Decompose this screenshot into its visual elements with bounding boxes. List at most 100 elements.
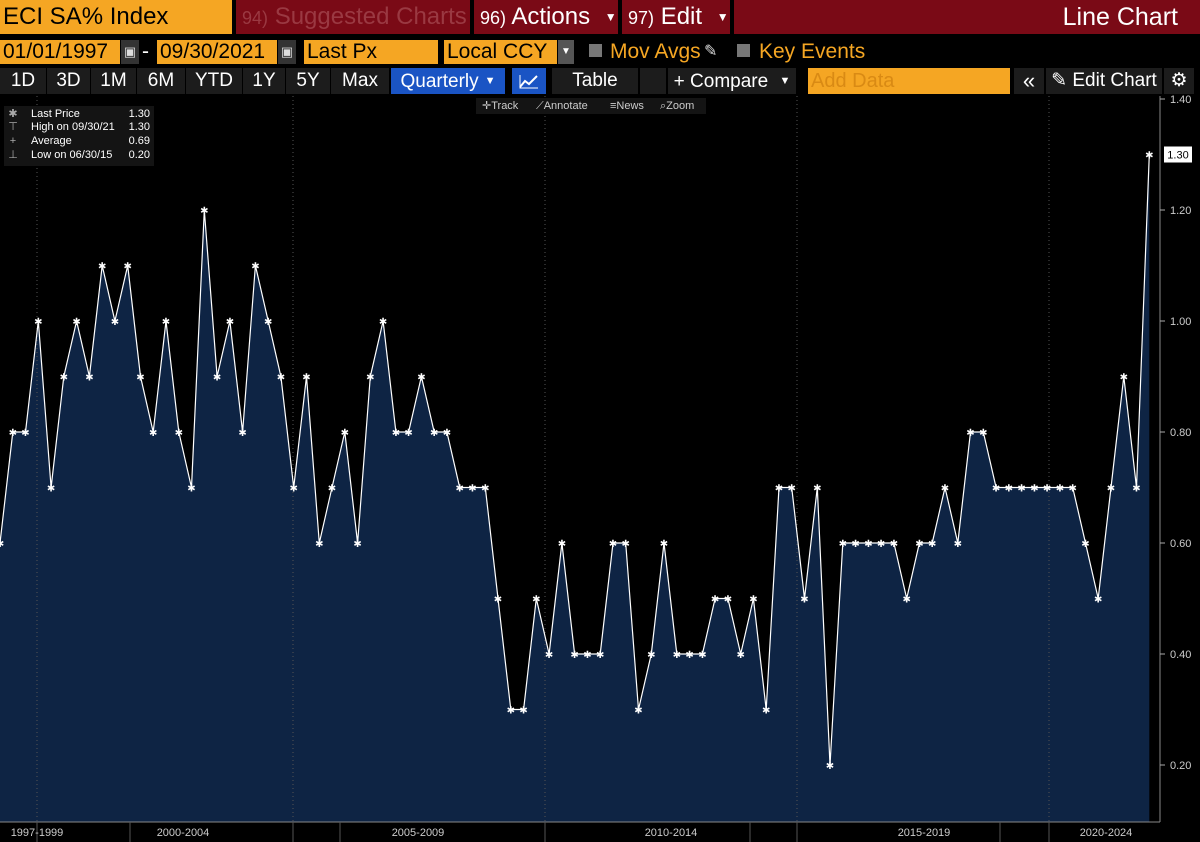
data-point: ✱: [634, 706, 642, 717]
data-point: ✱: [379, 317, 387, 328]
security-field[interactable]: ECI SA% Index: [0, 0, 232, 34]
key-events-checkbox[interactable]: [737, 44, 750, 57]
key-events-label[interactable]: Key Events: [759, 40, 866, 63]
data-point: ✱: [1005, 484, 1013, 495]
start-date-field[interactable]: 01/01/1997: [0, 40, 120, 64]
actions-number: 96): [480, 8, 507, 28]
suggested-charts-label: Suggested Charts: [274, 3, 467, 30]
data-point: ✱: [890, 539, 898, 550]
legend-label: High on 09/30/21: [31, 121, 115, 133]
edit-number: 97): [628, 8, 655, 28]
currency-selector[interactable]: Local CCY: [444, 40, 557, 64]
data-point: ✱: [545, 650, 553, 661]
suggested-charts-button[interactable]: 94) Suggested Charts: [236, 0, 470, 34]
range-1d-button[interactable]: 1D: [0, 68, 46, 94]
data-point: ✱: [200, 206, 208, 217]
data-point: ✱: [277, 373, 285, 384]
legend-row-low: ⊥ Low on 06/30/15 0.20: [4, 149, 154, 162]
calendar-icon[interactable]: ▣: [121, 40, 139, 64]
mov-avgs-checkbox[interactable]: [589, 44, 602, 57]
edit-label: Edit: [660, 3, 703, 30]
range-max-button[interactable]: Max: [331, 68, 389, 94]
y-tick-label: 0.80: [1170, 427, 1191, 439]
add-data-input[interactable]: Add Data: [808, 68, 1010, 94]
period-selector[interactable]: Quarterly ▼: [391, 68, 505, 94]
data-point: ✱: [60, 373, 68, 384]
data-point: ✱: [404, 428, 412, 439]
range-1y-button[interactable]: 1Y: [243, 68, 285, 94]
chevron-down-icon: ▼: [484, 75, 496, 87]
data-point: ✱: [711, 595, 719, 606]
data-point: ✱: [417, 373, 425, 384]
data-point: ✱: [111, 317, 119, 328]
data-point: ✱: [251, 262, 259, 273]
track-tool[interactable]: ✛ Track: [482, 100, 519, 112]
zoom-tool[interactable]: ⌕ Zoom: [660, 100, 695, 112]
legend-value: 1.30: [128, 108, 150, 120]
collapse-icon[interactable]: «: [1014, 68, 1044, 94]
news-tool[interactable]: ≡ News: [610, 100, 644, 112]
x-tick-label: 2020-2024: [1080, 827, 1133, 839]
y-tick-label: 1.00: [1170, 316, 1191, 328]
range-5y-button[interactable]: 5Y: [286, 68, 330, 94]
data-point: ✱: [47, 484, 55, 495]
data-point: ✱: [698, 650, 706, 661]
toolbar-spacer: [640, 68, 666, 94]
data-point: ✱: [34, 317, 42, 328]
compare-button[interactable]: + Compare ▼: [668, 68, 796, 94]
data-point: ✱: [864, 539, 872, 550]
range-6m-button[interactable]: 6M: [137, 68, 185, 94]
range-ytd-button[interactable]: YTD: [186, 68, 242, 94]
data-point: ✱: [826, 761, 834, 772]
data-point: ✱: [966, 428, 974, 439]
data-point: ✱: [1043, 484, 1051, 495]
data-point: ✱: [519, 706, 527, 717]
data-point: ✱: [481, 484, 489, 495]
data-point: ✱: [737, 650, 745, 661]
data-point: ✱: [647, 650, 655, 661]
data-point: ✱: [290, 484, 298, 495]
date-range-separator: -: [142, 40, 149, 63]
field-selector[interactable]: Last Px: [304, 40, 438, 64]
pencil-icon[interactable]: ✎: [704, 43, 718, 60]
actions-button[interactable]: 96) Actions ▼: [474, 0, 618, 34]
range-1m-button[interactable]: 1M: [91, 68, 136, 94]
annotate-tool[interactable]: ⟋ Annotate: [536, 100, 588, 112]
annotate-label: Annotate: [543, 100, 588, 112]
data-point: ✱: [1107, 484, 1115, 495]
legend-value: 0.20: [128, 149, 150, 161]
gear-icon[interactable]: ⚙: [1164, 68, 1194, 94]
calendar-icon[interactable]: ▣: [278, 40, 296, 64]
table-button[interactable]: Table: [552, 68, 638, 94]
data-point: ✱: [72, 317, 80, 328]
data-point: ✱: [532, 595, 540, 606]
legend-row-high: ⊤ High on 09/30/21 1.30: [4, 121, 154, 134]
data-point: ✱: [992, 484, 1000, 495]
data-point: ✱: [851, 539, 859, 550]
data-point: ✱: [749, 595, 757, 606]
range-3d-button[interactable]: 3D: [47, 68, 90, 94]
chevron-down-icon[interactable]: ▼: [558, 40, 574, 64]
data-point: ✱: [813, 484, 821, 495]
end-date-field[interactable]: 09/30/2021: [157, 40, 277, 64]
data-point: ✱: [570, 650, 578, 661]
legend-label: Last Price: [31, 108, 80, 120]
edit-button[interactable]: 97) Edit ▼: [622, 0, 730, 34]
mov-avgs-label[interactable]: Mov Avgs: [610, 40, 701, 63]
data-point: ✱: [175, 428, 183, 439]
chart-type-title: Line Chart: [734, 0, 1200, 34]
data-point: ✱: [443, 428, 451, 439]
data-point: ✱: [877, 539, 885, 550]
high-marker-icon: ⊤: [8, 121, 18, 133]
data-point: ✱: [264, 317, 272, 328]
data-point: ✱: [456, 484, 464, 495]
line-chart-icon[interactable]: [512, 68, 546, 94]
data-point: ✱: [392, 428, 400, 439]
data-point: ✱: [430, 428, 438, 439]
data-point: ✱: [660, 539, 668, 550]
data-point: ✱: [788, 484, 796, 495]
data-point: ✱: [1081, 539, 1089, 550]
last-value-box: [1164, 146, 1192, 163]
edit-chart-button[interactable]: ✎ Edit Chart: [1046, 68, 1162, 94]
